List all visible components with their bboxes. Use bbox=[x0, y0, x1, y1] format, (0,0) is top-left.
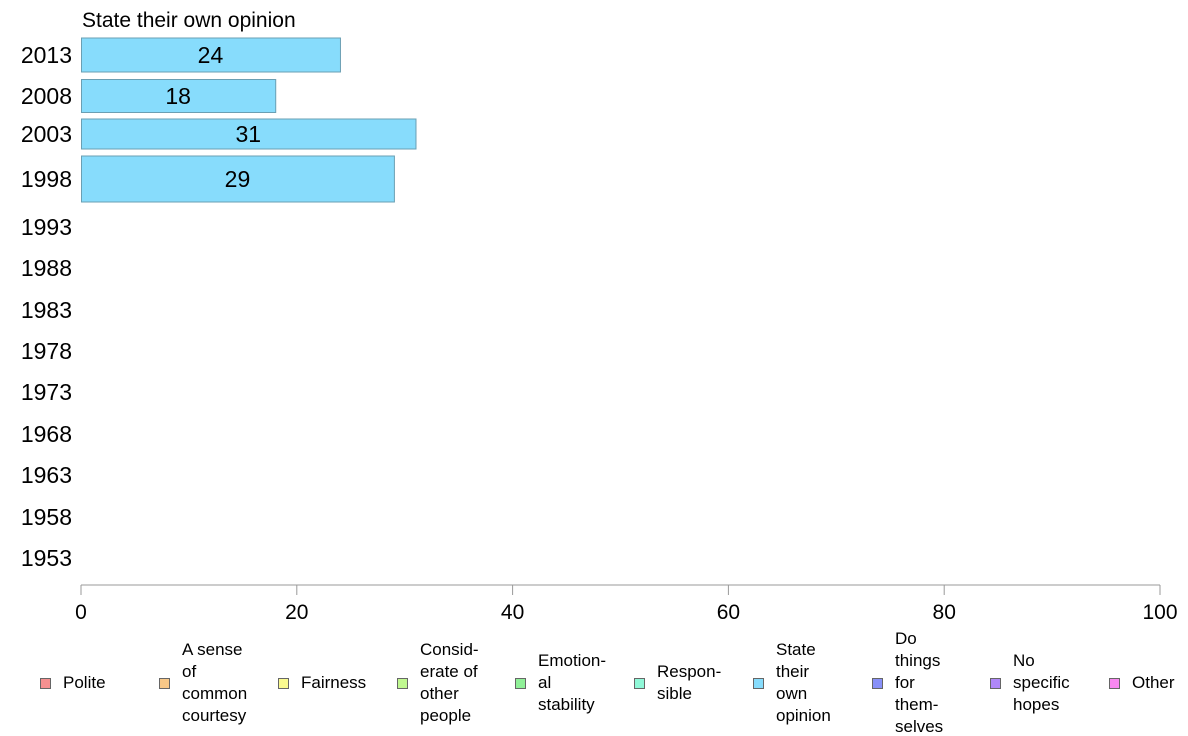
legend-item: Consid- erate of other people bbox=[397, 630, 479, 736]
x-tick-label: 60 bbox=[717, 601, 740, 624]
x-tick-label: 40 bbox=[501, 601, 524, 624]
y-tick-label: 1963 bbox=[21, 462, 72, 488]
x-tick-label: 0 bbox=[75, 601, 87, 624]
bar-value-label: 29 bbox=[225, 166, 251, 192]
bar-value-label: 24 bbox=[198, 42, 224, 68]
y-tick-label: 1968 bbox=[21, 421, 72, 447]
bar-value-label: 31 bbox=[235, 121, 261, 147]
bar-chart: State their own opinion 2013 2008 2003 1998 1… bbox=[21, 9, 1178, 624]
bar bbox=[81, 118, 417, 150]
legend-label: Do things for them- selves bbox=[895, 630, 944, 736]
legend-swatch bbox=[634, 677, 645, 689]
y-tick-label: 2003 bbox=[21, 121, 72, 147]
bar bbox=[81, 37, 341, 73]
legend-label: Polite bbox=[63, 673, 106, 692]
y-tick-label: 1973 bbox=[21, 379, 72, 405]
y-tick-label: 1988 bbox=[21, 255, 72, 281]
legend-item: Do things for them- selves bbox=[872, 630, 943, 736]
legend-label: A sense of common courtesy bbox=[182, 640, 248, 725]
legend-swatch bbox=[397, 677, 408, 689]
legend-label: Consid- erate of other people bbox=[420, 640, 479, 725]
y-tick-label: 2013 bbox=[21, 42, 72, 68]
y-tick-label: 2008 bbox=[21, 83, 72, 109]
legend-swatch bbox=[40, 677, 51, 689]
y-tick-label: 1958 bbox=[21, 504, 72, 530]
chart-title: State their own opinion bbox=[82, 9, 296, 32]
legend-item: Respon- sible bbox=[634, 630, 721, 736]
bar-value-label: 18 bbox=[165, 83, 191, 109]
legend-swatch bbox=[753, 677, 764, 689]
legend-item: Polite bbox=[40, 630, 106, 736]
y-tick-label: 1953 bbox=[21, 545, 72, 571]
legend-item: Emotion- al stability bbox=[515, 630, 606, 736]
y-tick-label: 1998 bbox=[21, 166, 72, 192]
chart-legend: Polite A sense of common courtesy Fairness… bbox=[0, 630, 1188, 736]
legend-label: Respon- sible bbox=[657, 662, 722, 703]
bar bbox=[81, 155, 395, 203]
legend-item: No specific hopes bbox=[990, 630, 1070, 736]
legend-label: Fairness bbox=[301, 673, 367, 692]
legend-item: A sense of common courtesy bbox=[159, 630, 247, 736]
legend-swatch bbox=[515, 677, 526, 689]
legend-item: State their own opinion bbox=[753, 630, 831, 736]
legend-label: Emotion- al stability bbox=[538, 651, 607, 714]
y-tick-label: 1978 bbox=[21, 338, 72, 364]
legend-swatch bbox=[990, 677, 1001, 689]
legend-item: Fairness bbox=[278, 630, 366, 736]
x-tick-label: 20 bbox=[285, 601, 308, 624]
bar bbox=[81, 79, 277, 113]
legend-swatch bbox=[1109, 677, 1120, 689]
legend-swatch bbox=[278, 677, 289, 689]
legend-label: Other bbox=[1132, 673, 1175, 692]
legend-label: No specific hopes bbox=[1013, 651, 1070, 714]
y-tick-label: 1983 bbox=[21, 297, 72, 323]
y-tick-label: 1993 bbox=[21, 214, 72, 240]
legend-item: Other bbox=[1109, 630, 1175, 736]
legend-swatch bbox=[159, 677, 170, 689]
x-tick-label: 80 bbox=[933, 601, 956, 624]
legend-label: State their own opinion bbox=[776, 640, 831, 725]
legend-swatch bbox=[872, 677, 883, 689]
x-tick-label: 100 bbox=[1142, 601, 1177, 624]
